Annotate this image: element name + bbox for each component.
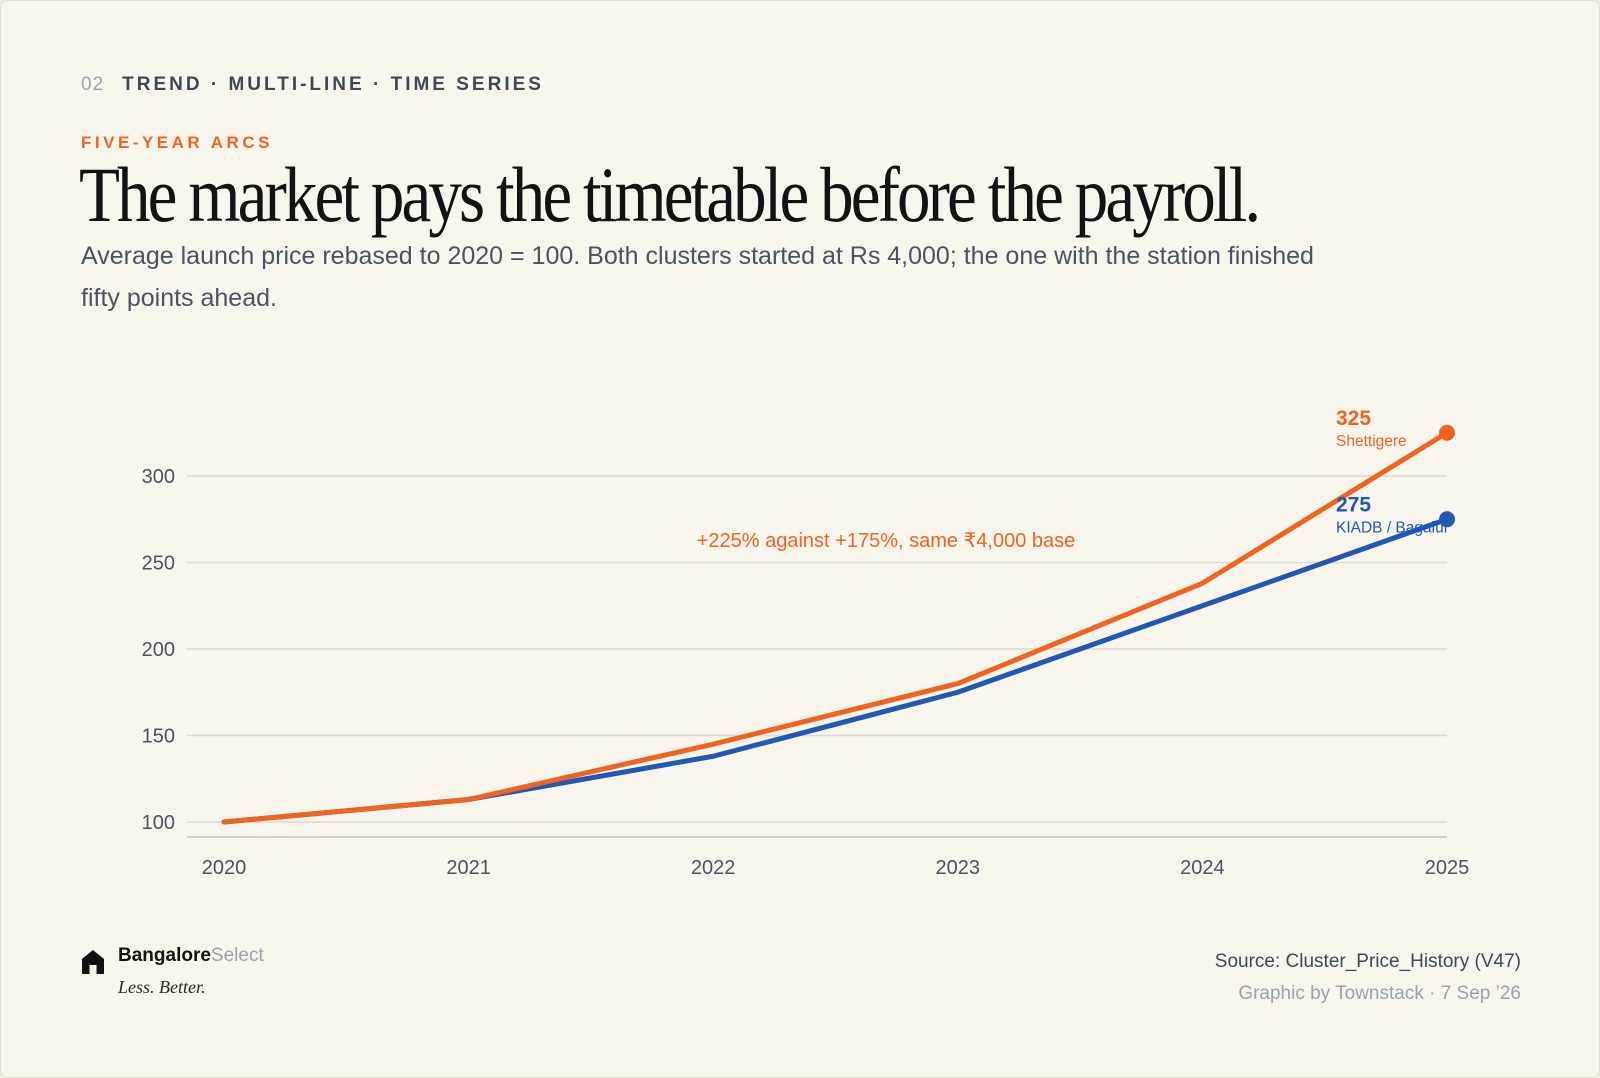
y-tick-label: 100 [142,812,175,834]
footer-credits: Source: Cluster_Price_History (V47) Grap… [1215,949,1521,1007]
series-name-label: Shettigere [1336,433,1407,450]
data-point [1439,511,1455,528]
x-axis-ticks: 2020 2021 2022 2023 2024 2025 [202,857,1470,879]
section-label: TREND · MULTI-LINE · TIME SERIES [122,74,544,95]
x-tick-label: 2024 [1180,857,1225,879]
source-note: Source: Cluster_Price_History (V47) [1214,951,1521,972]
gridlines [187,475,1447,823]
house-logo-icon [82,950,104,974]
y-tick-label: 250 [142,553,175,575]
y-tick-label: 150 [142,726,175,748]
brand-name: BangaloreSelect [118,945,264,967]
series-name-label: KIADB / Bagalur [1336,519,1449,536]
x-tick-label: 2020 [202,857,247,879]
x-tick-label: 2022 [691,857,736,879]
section-number: 02 [81,74,105,95]
data-point [1439,424,1455,441]
end-value-label: 275 [1336,493,1371,516]
brand-tagline: Less. Better. [118,977,206,997]
y-axis-ticks: 100 150 200 250 300 [142,466,175,834]
series-lines [221,424,1455,825]
end-value-label: 325 [1336,407,1371,430]
end-labels: 325 Shettigere 275 KIADB / Bagalur [1336,407,1449,537]
line-chart: 100 150 200 250 300 2020 2021 2022 2023 2024 2025… [142,407,1470,879]
y-tick-label: 200 [142,639,175,661]
series-line-kiadb-bagalur [221,516,1450,825]
kicker: FIVE-YEAR ARCS [81,133,273,152]
brand-primary: Bangalore [118,945,211,966]
y-tick-label: 300 [142,466,175,488]
brand-secondary: Select [210,945,264,966]
series-line-shettigere [221,430,1450,825]
x-tick-label: 2023 [936,857,981,879]
chart-annotation: +225% against +175%, same ₹4,000 base [697,530,1076,552]
page-title: The market pays the timetable before the… [79,151,1261,238]
section-eyebrow: 02 TREND · MULTI-LINE · TIME SERIES [81,74,544,96]
credit-note: Graphic by Townstack · 7 Sep ’26 [1238,983,1521,1004]
subtitle: Average launch price rebased to 2020 = 1… [81,242,1314,312]
x-tick-label: 2021 [446,857,491,879]
x-tick-label: 2025 [1425,857,1470,879]
